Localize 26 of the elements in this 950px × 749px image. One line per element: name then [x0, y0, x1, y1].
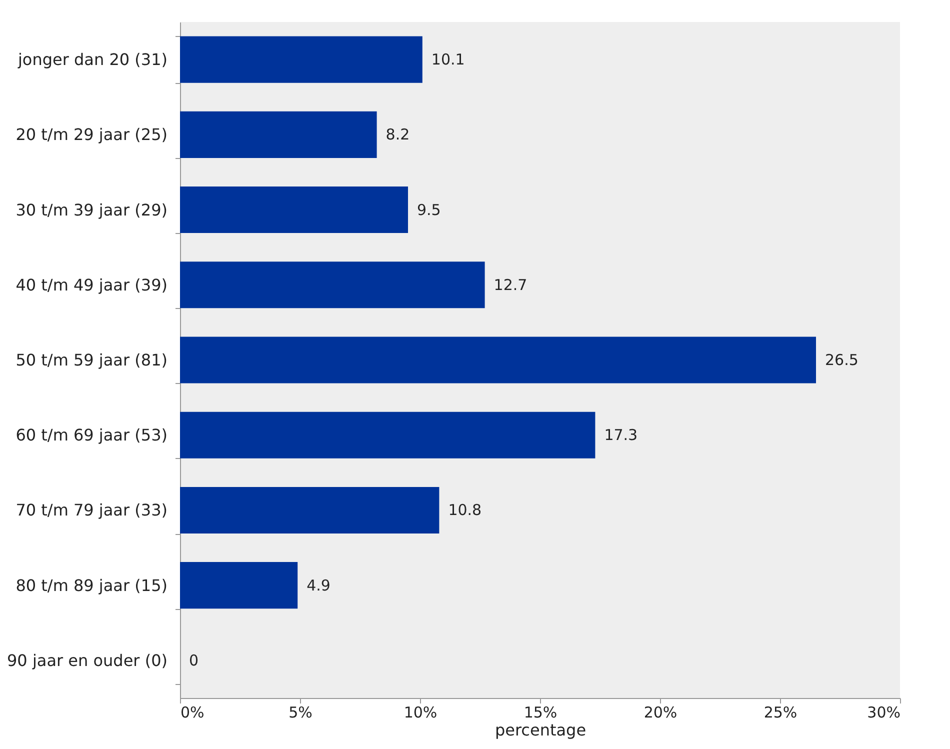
x-tick-label: 15% [524, 704, 558, 722]
data-label: 17.3 [604, 426, 638, 444]
y-tick-label: 50 t/m 59 jaar (81) [16, 350, 168, 370]
y-tick-label: 40 t/m 49 jaar (39) [16, 275, 168, 294]
y-tick-label: 70 t/m 79 jaar (33) [16, 500, 168, 520]
y-tick-label: jonger dan 20 (31) [16, 50, 168, 70]
x-tick-label: 20% [644, 704, 678, 722]
x-tick-label: 0% [180, 704, 204, 722]
data-label: 26.5 [825, 351, 858, 369]
data-label: 8.2 [386, 126, 410, 144]
data-label: 10.8 [448, 501, 482, 520]
y-tick-label: 60 t/m 69 jaar (53) [16, 426, 168, 445]
x-tick-label: 30% [867, 704, 900, 722]
data-label: 0 [189, 651, 199, 670]
y-tick-label: 20 t/m 29 jaar (25) [16, 125, 168, 144]
y-tick-label: 90 jaar en ouder (0) [7, 650, 168, 670]
data-label: 10.1 [431, 50, 465, 69]
y-tick-label: 80 t/m 89 jaar (15) [16, 576, 168, 595]
data-label: 9.5 [417, 200, 441, 219]
x-axis-title: percentage [494, 720, 586, 740]
data-label: 4.9 [306, 576, 330, 594]
x-tick-label: 10% [404, 704, 438, 722]
x-tick-label: 5% [288, 704, 312, 722]
data-label: 12.7 [494, 276, 528, 294]
y-tick-label: 30 t/m 39 jaar (29) [16, 200, 168, 220]
x-tick-label: 25% [764, 704, 798, 722]
